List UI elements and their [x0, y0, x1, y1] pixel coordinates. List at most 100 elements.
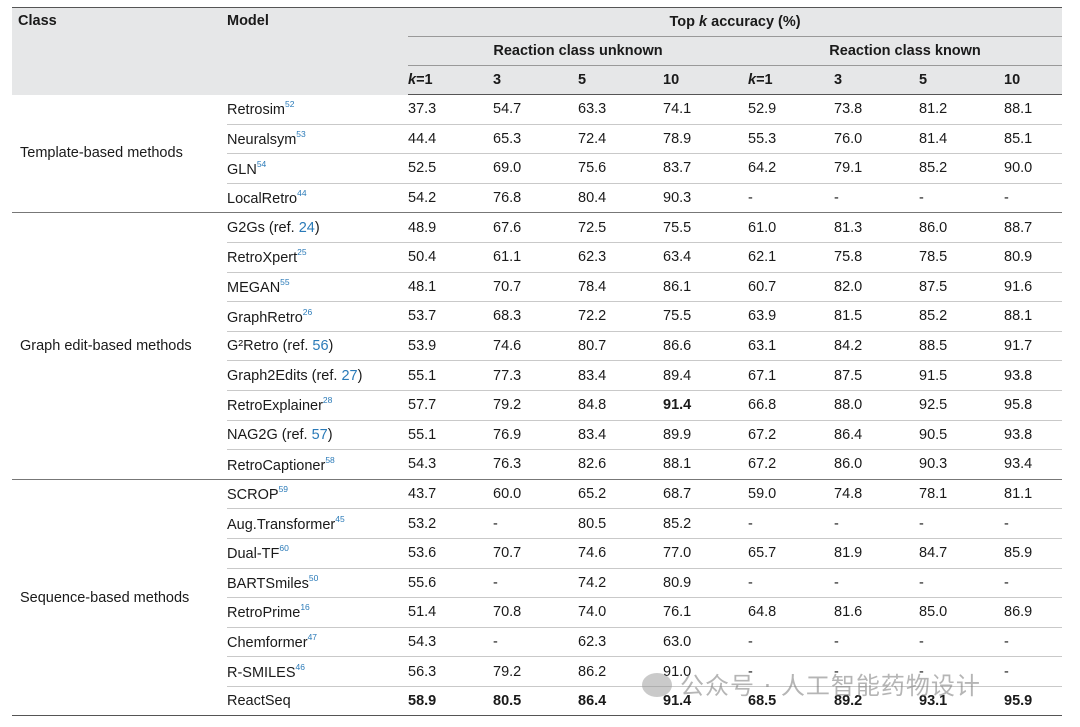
citation-superscript[interactable]: 16	[300, 602, 310, 613]
citation-superscript[interactable]: 50	[308, 572, 319, 583]
citation-superscript[interactable]: 53	[296, 128, 306, 139]
accuracy-value: 93.8	[1004, 420, 1063, 451]
accuracy-value: 83.4	[578, 420, 663, 451]
accuracy-value: 54.3	[408, 449, 493, 480]
accuracy-value: 81.9	[834, 538, 919, 569]
accuracy-value: 75.6	[578, 153, 663, 184]
accuracy-value: 76.8	[493, 183, 578, 214]
accuracy-value: 92.5	[919, 390, 1004, 421]
accuracy-value: 48.9	[408, 212, 493, 243]
accuracy-value: 74.0	[578, 597, 663, 628]
accuracy-value: 81.4	[919, 124, 1004, 155]
accuracy-value: 77.3	[493, 360, 578, 391]
table-row: Dual-TF60 53.6 70.7 74.6 77.0 65.7 81.9 84.7 85.…	[12, 538, 1063, 569]
accuracy-value: 86.2	[578, 656, 663, 687]
citation-superscript[interactable]: 28	[322, 395, 333, 406]
model-name: Chemformer47	[227, 627, 408, 658]
accuracy-value: 70.8	[493, 597, 578, 628]
accuracy-value: 63.0	[663, 627, 748, 658]
table-row: Template-based methods Retrosim52 37.3 54.7…	[12, 94, 1063, 214]
accuracy-value: 81.6	[834, 597, 919, 628]
citation-superscript[interactable]: 25	[297, 247, 307, 258]
accuracy-value: 85.0	[919, 597, 1004, 628]
accuracy-value: 44.4	[408, 124, 493, 155]
paren: )	[357, 367, 363, 384]
table-row: G²Retro (ref. 56) 53.9 74.6 80.7 86.6 63.1 84.…	[12, 331, 1063, 362]
accuracy-value: 74.6	[578, 538, 663, 569]
accuracy-value: 63.1	[748, 331, 834, 362]
citation-superscript[interactable]: 47	[307, 632, 318, 643]
accuracy-value: 64.8	[748, 597, 834, 628]
accuracy-value: 74.2	[578, 568, 663, 599]
accuracy-value: -	[1004, 656, 1063, 687]
accuracy-value: 54.7	[493, 94, 578, 125]
accuracy-value: 67.2	[748, 420, 834, 451]
accuracy-value: 50.4	[408, 242, 493, 273]
citation-superscript[interactable]: 54	[256, 158, 267, 169]
accuracy-value: 63.4	[663, 242, 748, 273]
accuracy-value: 88.1	[663, 449, 748, 480]
model-name: GLN54	[227, 153, 408, 184]
accuracy-value: 61.1	[493, 242, 578, 273]
results-table: Class Model Top k accuracy (%) Reaction …	[12, 7, 1063, 717]
reaction-class-unknown-header: Reaction class unknown	[408, 36, 748, 66]
accuracy-value: 55.1	[408, 360, 493, 391]
citation-link[interactable]: 24	[298, 219, 315, 236]
accuracy-value: 60.7	[748, 272, 834, 303]
accuracy-value: -	[748, 568, 834, 599]
accuracy-value: -	[834, 568, 919, 599]
accuracy-value: -	[834, 183, 919, 214]
citation-link[interactable]: 27	[341, 367, 358, 384]
accuracy-value: 85.2	[919, 153, 1004, 184]
accuracy-value: 74.8	[834, 479, 919, 510]
accuracy-value: 86.4	[578, 686, 663, 717]
accuracy-value: 60.0	[493, 479, 578, 510]
model-name: RetroXpert25	[227, 242, 408, 273]
accuracy-value: 64.2	[748, 153, 834, 184]
accuracy-value: 55.3	[748, 124, 834, 155]
accuracy-value: 86.0	[834, 449, 919, 480]
k-col-header: 10	[1004, 65, 1063, 95]
citation-superscript[interactable]: 26	[302, 306, 313, 317]
citation-link[interactable]: 57	[311, 426, 328, 443]
accuracy-value: 80.9	[1004, 242, 1063, 273]
accuracy-value: -	[748, 508, 834, 539]
accuracy-value: 81.2	[919, 94, 1004, 125]
k-col-header: 3	[493, 65, 578, 95]
accuracy-value: -	[748, 183, 834, 214]
accuracy-value: 74.6	[493, 331, 578, 362]
accuracy-value: 67.1	[748, 360, 834, 391]
model-name: LocalRetro44	[227, 183, 408, 214]
accuracy-value: 53.6	[408, 538, 493, 569]
citation-link[interactable]: 56	[312, 338, 329, 355]
table-row: NAG2G (ref. 57) 55.1 76.9 83.4 89.9 67.2 86.4 9…	[12, 420, 1063, 451]
accuracy-value: 75.5	[663, 212, 748, 243]
model-header: Model	[227, 7, 408, 95]
accuracy-value: -	[748, 627, 834, 658]
accuracy-value: 73.8	[834, 94, 919, 125]
accuracy-value: 86.1	[663, 272, 748, 303]
accuracy-value: 53.7	[408, 301, 493, 332]
accuracy-value: 84.7	[919, 538, 1004, 569]
model-name: Aug.Transformer45	[227, 508, 408, 539]
accuracy-value: 78.4	[578, 272, 663, 303]
accuracy-value: 82.0	[834, 272, 919, 303]
accuracy-value: 69.0	[493, 153, 578, 184]
accuracy-value: 78.9	[663, 124, 748, 155]
citation-superscript[interactable]: 59	[278, 484, 289, 495]
citation-superscript[interactable]: 44	[297, 188, 307, 199]
citation-superscript[interactable]: 52	[285, 99, 295, 110]
citation-superscript[interactable]: 55	[280, 276, 290, 287]
accuracy-value: 91.7	[1004, 331, 1063, 362]
accuracy-value: 67.6	[493, 212, 578, 243]
accuracy-value: 78.1	[919, 479, 1004, 510]
citation-superscript[interactable]: 58	[325, 454, 335, 465]
citation-superscript[interactable]: 45	[335, 513, 345, 524]
accuracy-value: -	[493, 627, 578, 658]
accuracy-value: 63.3	[578, 94, 663, 125]
accuracy-value: 91.4	[663, 390, 748, 421]
k-col-header: k=1	[408, 65, 493, 95]
citation-superscript[interactable]: 46	[295, 661, 305, 672]
accuracy-value: 88.5	[919, 331, 1004, 362]
citation-superscript[interactable]: 60	[279, 543, 289, 554]
